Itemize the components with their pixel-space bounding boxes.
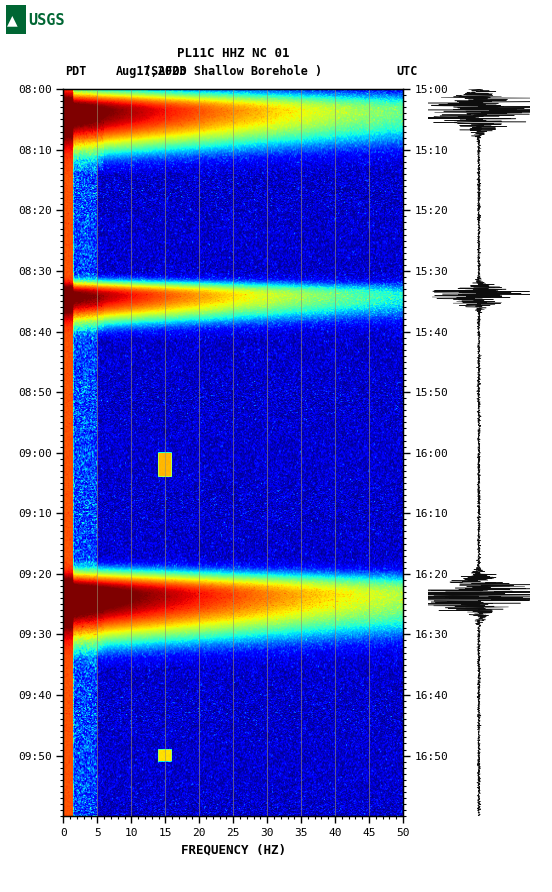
Text: UTC: UTC — [396, 65, 418, 78]
Text: USGS: USGS — [29, 13, 65, 28]
Text: ▲: ▲ — [7, 13, 18, 28]
Text: Aug17,2023: Aug17,2023 — [116, 65, 187, 78]
Text: PDT: PDT — [65, 65, 87, 78]
Bar — [6, 5, 25, 34]
Text: PL11C HHZ NC 01: PL11C HHZ NC 01 — [177, 46, 289, 60]
X-axis label: FREQUENCY (HZ): FREQUENCY (HZ) — [181, 844, 286, 856]
Text: (SAFOD Shallow Borehole ): (SAFOD Shallow Borehole ) — [144, 65, 322, 78]
